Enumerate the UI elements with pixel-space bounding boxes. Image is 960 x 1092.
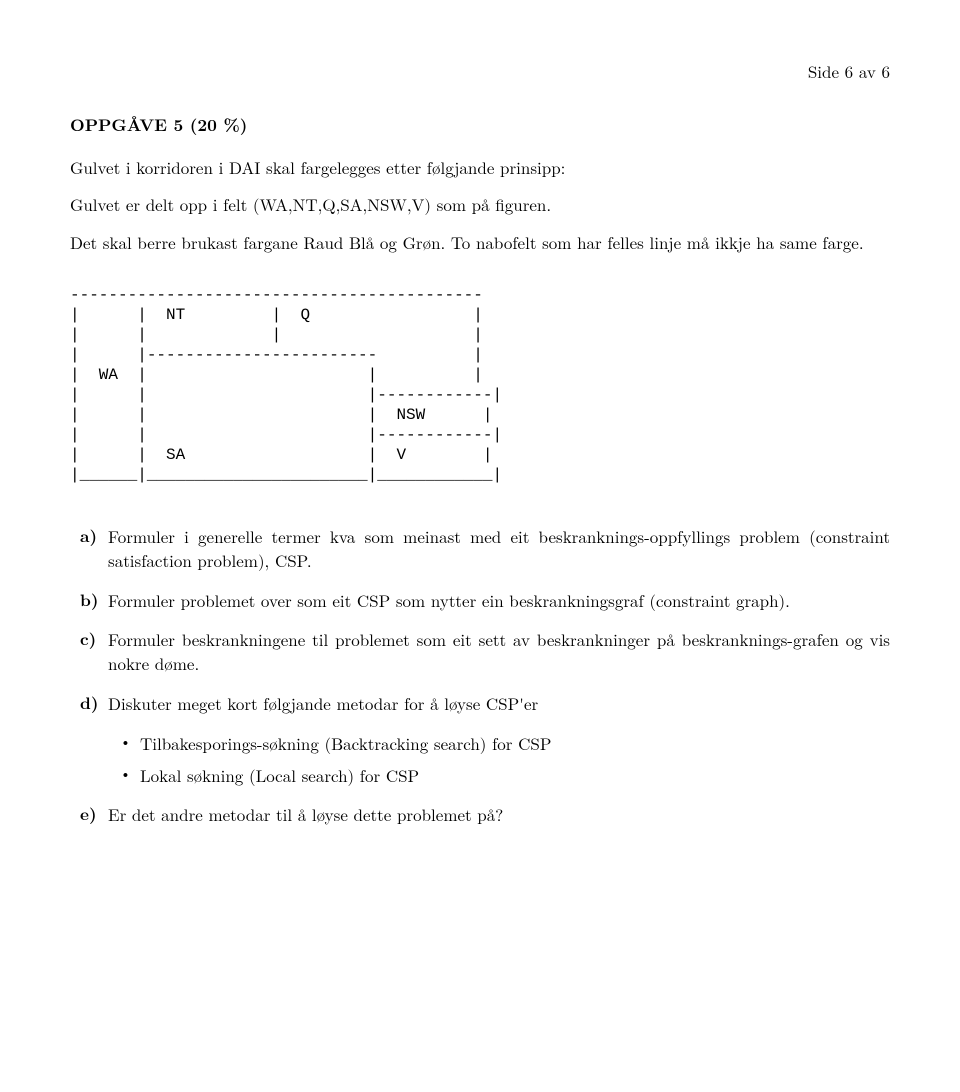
item-body-a: Formuler i generelle termer kva som mein…: [108, 525, 890, 573]
list-item-b: b) Formuler problemet over som eit CSP s…: [70, 589, 890, 613]
item-label-e: e): [70, 803, 108, 827]
paragraph-1: Gulvet i korridoren i DAI skal fargelegg…: [70, 156, 890, 180]
sub-item-2-text: Lokal søkning (Local search) for CSP: [140, 764, 419, 788]
item-label-a: a): [70, 525, 108, 573]
list-item-d: d) Diskuter meget kort følgjande metodar…: [70, 692, 890, 716]
item-body-e: Er det andre metodar til å løyse dette p…: [108, 803, 890, 827]
sub-item-1: • Tilbakesporings-søkning (Backtracking …: [120, 732, 890, 756]
question-list: a) Formuler i generelle termer kva som m…: [70, 525, 890, 827]
paragraph-2: Gulvet er delt opp i felt (WA,NT,Q,SA,NS…: [70, 193, 890, 217]
item-body-b: Formuler problemet over som eit CSP som …: [108, 589, 890, 613]
problem-title: OPPGÅVE 5 (20 %): [70, 114, 890, 138]
list-item-e: e) Er det andre metodar til å løyse dett…: [70, 803, 890, 827]
bullet-icon: •: [120, 732, 140, 756]
sub-item-1-text: Tilbakesporings-søkning (Backtracking se…: [140, 732, 551, 756]
item-label-b: b): [70, 589, 108, 613]
item-label-c: c): [70, 628, 108, 676]
paragraph-3: Det skal berre brukast fargane Raud Blå …: [70, 231, 890, 255]
item-body-d: Diskuter meget kort følgjande metodar fo…: [108, 692, 890, 716]
sub-list: • Tilbakesporings-søkning (Backtracking …: [120, 732, 890, 788]
ascii-diagram: ----------------------------------------…: [70, 285, 890, 485]
item-label-d: d): [70, 692, 108, 716]
bullet-icon: •: [120, 764, 140, 788]
list-item-a: a) Formuler i generelle termer kva som m…: [70, 525, 890, 573]
sub-item-2: • Lokal søkning (Local search) for CSP: [120, 764, 890, 788]
page-number: Side 6 av 6: [70, 60, 890, 84]
list-item-c: c) Formuler beskrankningene til probleme…: [70, 628, 890, 676]
item-body-c: Formuler beskrankningene til problemet s…: [108, 628, 890, 676]
